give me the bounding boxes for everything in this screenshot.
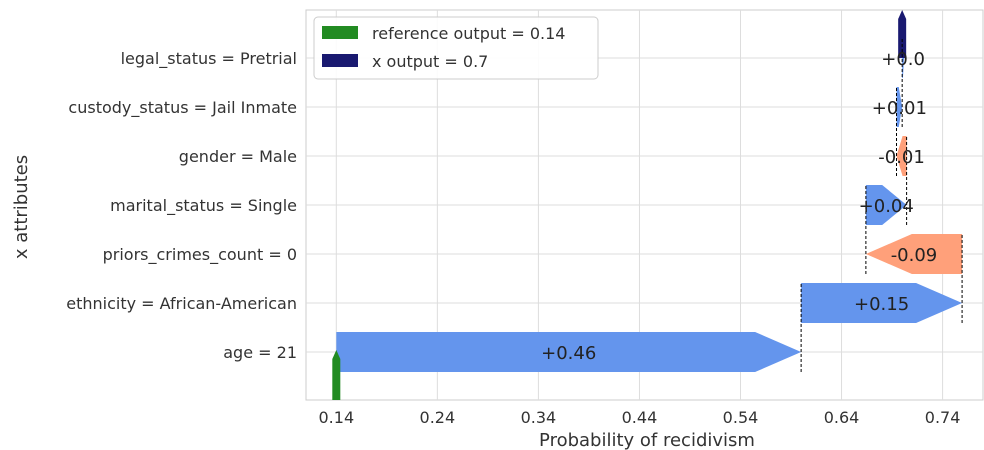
delta-label: -0.09 <box>891 245 938 266</box>
x-tick-label: 0.24 <box>420 408 456 427</box>
delta-label: -0.01 <box>878 147 925 168</box>
legend-swatch-reference <box>322 26 358 39</box>
delta-labels: +0.46 +0.15 -0.09 +0.04 -0.01 +0.01 +0.0 <box>541 49 937 364</box>
y-tick-label: age = 21 <box>223 343 297 362</box>
y-axis-label: x attributes <box>11 155 32 259</box>
tick-labels: 0.14 0.24 0.34 0.44 0.54 0.64 0.74 age = 21 ethn… <box>66 49 960 427</box>
legend: reference output = 0.14 x output = 0.7 <box>313 16 599 80</box>
waterfall-bar <box>865 234 963 274</box>
y-tick-label: marital_status = Single <box>110 196 297 216</box>
y-tick-label: ethnicity = African-American <box>66 294 297 313</box>
bars <box>332 10 963 400</box>
legend-label-reference: reference output = 0.14 <box>372 24 565 43</box>
waterfall-bar <box>801 283 963 323</box>
legend-label-output: x output = 0.7 <box>372 52 488 71</box>
x-tick-label: 0.44 <box>622 408 658 427</box>
waterfall-bar <box>896 136 907 176</box>
delta-label: +0.04 <box>859 196 914 217</box>
delta-label: +0.0 <box>881 49 925 70</box>
waterfall-bar <box>896 87 903 127</box>
delta-label: +0.15 <box>854 294 909 315</box>
y-tick-label: gender = Male <box>179 147 297 166</box>
x-tick-label: 0.54 <box>723 408 759 427</box>
waterfall-bar <box>865 185 907 225</box>
x-tick-label: 0.34 <box>521 408 557 427</box>
legend-box <box>313 16 599 80</box>
y-tick-label: priors_crimes_count = 0 <box>103 245 297 265</box>
y-tick-label: custody_status = Jail Inmate <box>68 98 297 118</box>
output-marker <box>898 10 907 58</box>
x-tick-label: 0.14 <box>319 408 355 427</box>
waterfall-bar <box>336 332 802 372</box>
x-tick-label: 0.74 <box>925 408 961 427</box>
y-tick-label: legal_status = Pretrial <box>121 49 297 69</box>
legend-swatch-output <box>322 54 358 67</box>
reference-marker <box>332 350 341 400</box>
x-axis-label: Probability of recidivism <box>539 430 755 450</box>
x-tick-label: 0.64 <box>824 408 860 427</box>
delta-label: +0.01 <box>872 98 927 119</box>
delta-label: +0.46 <box>541 343 596 364</box>
